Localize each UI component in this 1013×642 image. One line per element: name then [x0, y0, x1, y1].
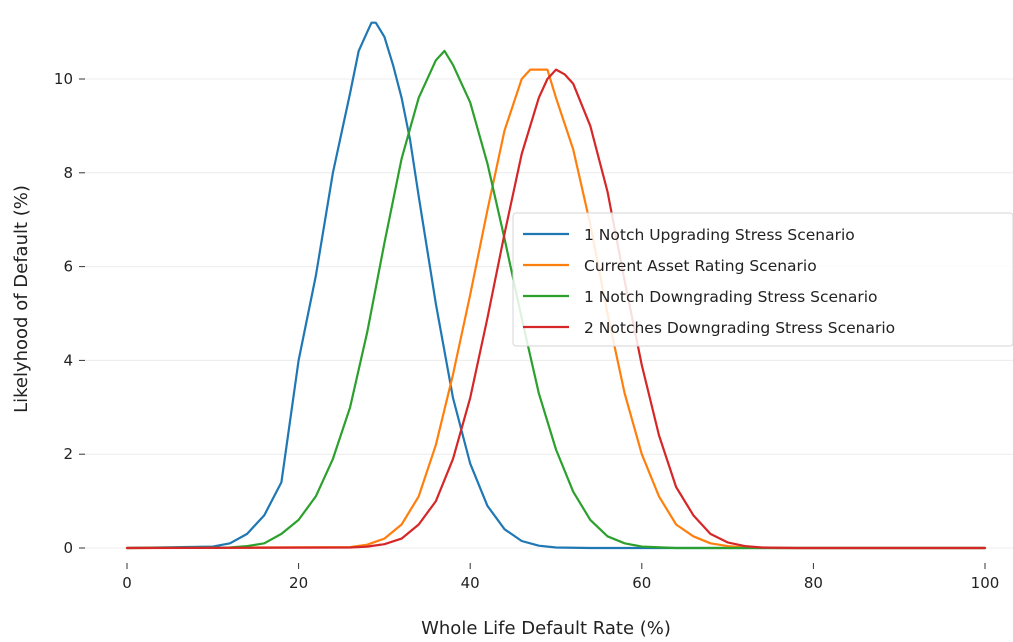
x-tick-label: 0	[122, 574, 132, 592]
legend-label-3: 1 Notch Downgrading Stress Scenario	[584, 288, 878, 306]
y-tick-label: 6	[63, 258, 73, 276]
legend-label-4: 2 Notches Downgrading Stress Scenario	[584, 319, 895, 337]
series-line-2	[125, 68, 987, 550]
series-line-3	[125, 49, 987, 550]
legend-label-1: 1 Notch Upgrading Stress Scenario	[584, 226, 855, 244]
x-tick-label: 20	[289, 574, 308, 592]
x-axis-label: Whole Life Default Rate (%)	[421, 618, 671, 639]
y-axis-label: Likelyhood of Default (%)	[11, 185, 32, 413]
legend-box	[512, 212, 1013, 347]
y-tick-label: 8	[63, 164, 73, 182]
x-tick-label: 100	[971, 574, 1000, 592]
x-tick-label: 60	[632, 574, 651, 592]
legend-label-2: Current Asset Rating Scenario	[584, 257, 817, 275]
x-tick-label: 80	[804, 574, 823, 592]
y-tick-label: 4	[63, 351, 73, 369]
y-tick-label: 2	[63, 445, 73, 463]
y-tick-label: 10	[54, 70, 73, 88]
x-tick-label: 40	[461, 574, 480, 592]
series-line-1	[125, 21, 987, 550]
y-tick-label: 0	[63, 539, 73, 557]
series-line-4	[125, 68, 987, 550]
